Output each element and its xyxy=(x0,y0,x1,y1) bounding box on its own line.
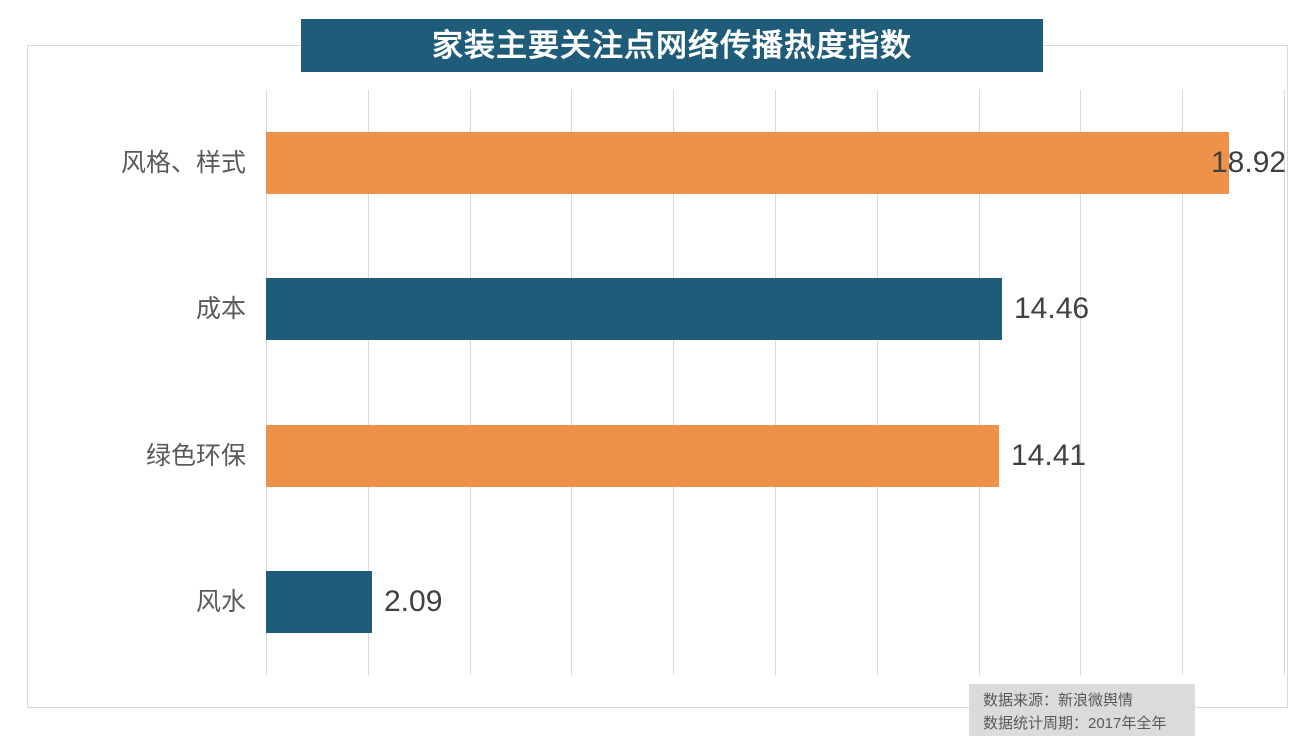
category-label-3: 风水 xyxy=(195,588,246,616)
gridline xyxy=(673,90,674,675)
gridline xyxy=(1080,90,1081,675)
gridline xyxy=(571,90,572,675)
gridline xyxy=(979,90,980,675)
category-label-2: 绿色环保 xyxy=(145,442,246,470)
category-label-1: 成本 xyxy=(195,295,246,323)
category-label-0: 风格、样式 xyxy=(120,149,246,177)
gridline xyxy=(877,90,878,675)
bar-2 xyxy=(266,425,999,487)
bar-3 xyxy=(266,571,372,633)
source-line-2: 数据统计周期：2017年全年 xyxy=(983,715,1167,732)
gridline xyxy=(1284,90,1285,675)
bar-1 xyxy=(266,278,1002,340)
value-label-0: 18.92 xyxy=(1211,146,1287,179)
source-line-1: 数据来源：新浪微舆情 xyxy=(983,692,1134,709)
gridline xyxy=(470,90,471,675)
source-note: 数据来源：新浪微舆情 数据统计周期：2017年全年 xyxy=(969,684,1195,736)
chart-title: 家装主要关注点网络传播热度指数 xyxy=(432,28,912,63)
bar-0 xyxy=(266,132,1229,194)
gridline xyxy=(775,90,776,675)
value-label-2: 14.41 xyxy=(1011,439,1087,472)
value-label-3: 2.09 xyxy=(384,585,443,618)
gridline xyxy=(266,90,267,675)
gridline xyxy=(1182,90,1183,675)
chart-title-banner: 家装主要关注点网络传播热度指数 xyxy=(301,19,1043,72)
value-label-1: 14.46 xyxy=(1014,292,1090,325)
gridline xyxy=(368,90,369,675)
